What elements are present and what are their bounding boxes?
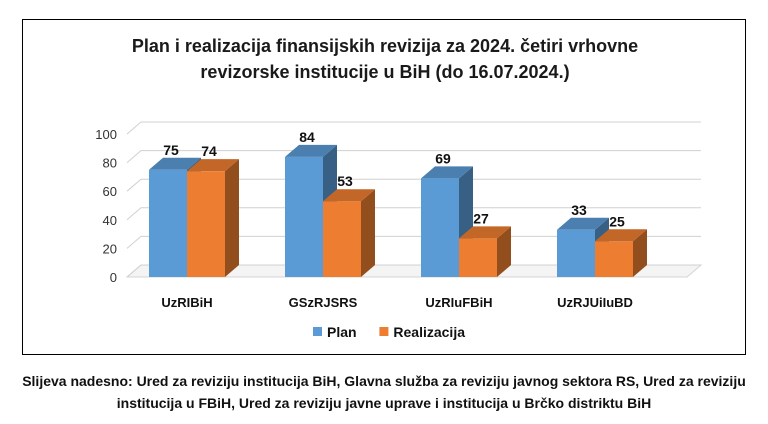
- x-tick-label: UzRJUiIuBD: [557, 295, 633, 310]
- chart-frame: Plan i realizacija finansijskih revizija…: [22, 19, 746, 355]
- y-tick-label: 100: [95, 127, 117, 142]
- bar-realizacija: [187, 171, 225, 277]
- bar-side: [633, 229, 647, 277]
- data-label: 75: [163, 142, 179, 158]
- y-tick-label: 20: [103, 241, 117, 256]
- y-tick-label: 60: [103, 184, 117, 199]
- chart-caption: Slijeva nadesno: Ured za reviziju instit…: [22, 373, 746, 411]
- legend-label: Plan: [327, 324, 357, 340]
- bar-top: [459, 226, 511, 239]
- data-label: 84: [299, 129, 315, 145]
- gridline: [126, 150, 701, 163]
- bar-side: [225, 159, 239, 277]
- x-tick-label: UzRIuFBiH: [425, 295, 492, 310]
- bar-realizacija: [323, 201, 361, 277]
- legend-swatch-plan: [313, 327, 322, 336]
- bar-top: [557, 217, 609, 230]
- data-label: 74: [201, 143, 217, 159]
- bar-realizacija: [459, 238, 497, 277]
- chart-svg: Plan i realizacija finansijskih revizija…: [95, 36, 703, 340]
- y-tick-label: 0: [110, 270, 117, 285]
- gridline: [126, 235, 701, 249]
- bar-side: [497, 226, 511, 277]
- bar-top: [323, 189, 375, 202]
- x-tick-label: GSzRJSRS: [289, 295, 358, 310]
- bar-realizacija: [595, 241, 633, 277]
- gridline: [126, 264, 701, 278]
- bar-plan: [421, 178, 459, 277]
- legend-swatch-realizacija: [379, 327, 389, 336]
- bar-top: [421, 166, 473, 179]
- gridline: [126, 121, 701, 135]
- data-label: 25: [609, 213, 625, 229]
- chart-title-line: revizorske institucije u BiH (do 16.07.2…: [200, 62, 569, 82]
- chart-title-line: Plan i realizacija finansijskih revizija…: [132, 36, 638, 56]
- bar-plan: [149, 169, 187, 277]
- bar-side: [361, 189, 375, 277]
- legend-label: Realizacija: [393, 324, 465, 340]
- bar-top: [149, 157, 201, 170]
- bar-top: [595, 229, 647, 242]
- data-label: 69: [435, 150, 451, 166]
- data-label: 33: [571, 202, 587, 218]
- bar-plan: [557, 229, 595, 277]
- bar-plan: [285, 156, 323, 277]
- data-label: 53: [337, 173, 353, 189]
- bar-top: [285, 144, 337, 157]
- gridline: [126, 178, 701, 192]
- y-tick-label: 40: [103, 213, 117, 228]
- y-tick-label: 80: [103, 156, 117, 171]
- x-tick-label: UzRIBiH: [161, 295, 212, 310]
- gridline: [126, 207, 701, 221]
- bar-top: [187, 159, 239, 172]
- data-label: 27: [473, 210, 489, 226]
